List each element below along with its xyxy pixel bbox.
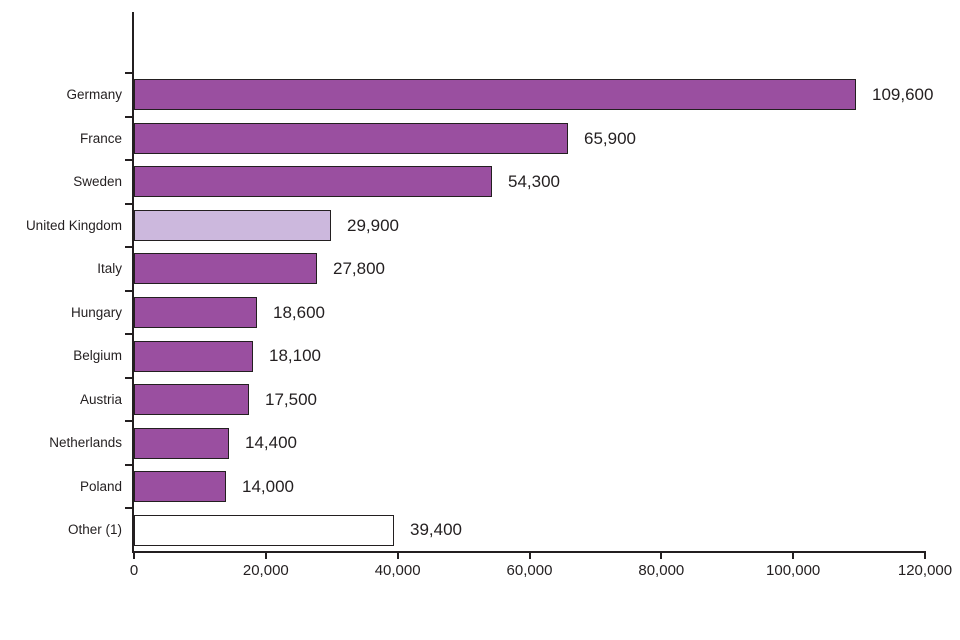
x-axis-tick <box>133 552 135 559</box>
category-label: Germany <box>66 87 122 102</box>
value-label: 29,900 <box>347 215 399 235</box>
value-label: 27,800 <box>333 259 385 279</box>
y-axis-tick <box>125 463 132 466</box>
category-label: Italy <box>97 261 122 277</box>
y-axis-tick <box>125 72 132 74</box>
bar <box>134 79 856 111</box>
x-axis-tick-label: 0 <box>129 562 139 579</box>
category-label: Netherlands <box>49 435 122 451</box>
category-label: Hungary <box>70 304 122 320</box>
x-axis-tick-label: 60,000 <box>506 562 553 579</box>
bar <box>134 122 568 154</box>
category-label: France <box>79 130 122 146</box>
bar <box>134 514 394 546</box>
x-axis-tick <box>660 552 663 559</box>
y-axis-tick <box>125 376 132 379</box>
x-axis-tick-label: 80,000 <box>638 562 685 579</box>
y-axis-tick <box>125 115 132 118</box>
x-axis-tick-label: 20,000 <box>242 562 289 579</box>
value-label: 109,600 <box>872 85 934 104</box>
bar <box>134 297 257 328</box>
bar <box>134 253 317 285</box>
value-label: 54,300 <box>508 172 560 192</box>
x-axis-tick <box>396 552 399 559</box>
y-axis-tick <box>125 507 132 510</box>
x-axis-tick-label: 100,000 <box>766 562 821 579</box>
value-label: 39,400 <box>410 520 462 540</box>
value-label: 18,600 <box>273 302 325 322</box>
y-axis-tick <box>125 202 132 205</box>
category-label: Sweden <box>73 174 122 190</box>
category-label: Belgium <box>73 348 122 364</box>
value-label: 65,900 <box>584 128 636 148</box>
y-axis-tick <box>125 289 132 292</box>
bar <box>134 209 331 241</box>
value-label: 18,100 <box>269 346 321 366</box>
category-label: United Kingdom <box>25 217 122 233</box>
bar <box>134 471 226 503</box>
category-label: Poland <box>79 478 122 494</box>
x-axis-tick <box>792 552 795 559</box>
category-label: Austria <box>79 391 122 407</box>
y-axis-tick <box>125 333 132 336</box>
x-axis-tick <box>528 552 531 559</box>
bar <box>134 384 249 416</box>
bar <box>134 427 229 459</box>
category-label: Other (1) <box>67 522 122 538</box>
value-label: 17,500 <box>265 389 317 409</box>
x-axis-tick <box>264 552 267 559</box>
y-axis-tick <box>125 159 132 162</box>
bar <box>134 340 253 372</box>
bar <box>134 166 492 198</box>
y-axis-line <box>132 12 134 553</box>
y-axis-tick <box>125 420 132 423</box>
y-axis-tick <box>125 246 132 249</box>
value-label: 14,000 <box>242 476 294 496</box>
x-axis-tick-label: 40,000 <box>374 562 421 579</box>
x-axis-tick-label: 120,000 <box>897 562 953 579</box>
value-label: 14,400 <box>245 433 297 453</box>
x-axis-tick <box>924 552 926 559</box>
